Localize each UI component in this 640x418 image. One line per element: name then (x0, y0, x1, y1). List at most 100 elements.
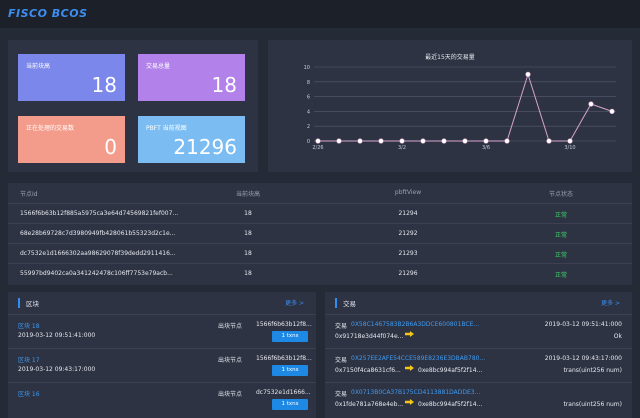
arrow-icon (405, 365, 414, 371)
y-tick-label: 10 (304, 65, 310, 71)
stat-card: PBFT 当前视图 21296 (138, 116, 245, 163)
tx-item: 交易 0X58C1467583B2B6A3DDCE600801BCE... 2019… (325, 314, 632, 348)
tx-from: 0x7150f4ca8631cf6... (335, 367, 401, 374)
cell: 1566f6b63b12f885a5975ca3e64d74569821fef0… (20, 210, 179, 217)
block-item: 区块 18 2019-03-12 09:51:41:000 出块节点 1566f6b6… (8, 314, 316, 348)
cell: 18 (244, 210, 252, 217)
cell: 21293 (398, 250, 418, 257)
tx-to: 0xe8bc994af5f2f14... (418, 367, 483, 374)
tx-label: 交易 (335, 357, 348, 364)
stat-label: 当前块高 (26, 63, 51, 70)
block-time: 2019-03-12 09:51:41:000 (18, 332, 96, 339)
txns-button[interactable]: 1 txns (272, 399, 308, 410)
column-header: 节点Id (20, 191, 38, 198)
tx-label: 交易 (335, 391, 348, 398)
point (378, 138, 384, 144)
producer-label: 出块节点 (218, 323, 243, 330)
chart: 最近15天的交易量 0 2 4 6 8 10 2/26 3/2 3/6 3/10 (304, 53, 616, 151)
block-name[interactable]: 区块 18 (18, 323, 40, 330)
status: 正常 (554, 212, 567, 219)
panel-title: 区块 (18, 298, 39, 308)
producer: 1566f6b63b12f8... (256, 355, 312, 362)
more-link[interactable]: 更多 > (601, 300, 620, 307)
logo: FISCO BCOS (8, 7, 88, 20)
stat-label: 交易总量 (146, 63, 171, 70)
tx-time: 2019-03-12 09:43:17:000 (544, 355, 622, 362)
y-tick-label: 4 (307, 109, 310, 115)
chart-panel: 最近15天的交易量 0 2 4 6 8 10 2/26 3/2 3/6 3/10 (268, 40, 632, 172)
tx-hash[interactable]: 0X257EE2AFE54CCE589E8236E3DBAB780... (351, 355, 486, 362)
stat-card: 交易总量 18 (138, 54, 245, 101)
point (336, 138, 342, 144)
cell: dc7532e1d1666302aa98629078f39dedd2911416… (20, 250, 176, 257)
x-tick-label: 3/2 (398, 145, 406, 151)
cell: 18 (244, 230, 252, 237)
point (462, 138, 468, 144)
point (504, 138, 510, 144)
y-tick-label: 2 (307, 124, 310, 130)
table-row: dc7532e1d1666302aa98629078f39dedd2911416… (8, 243, 632, 263)
producer-label: 出块节点 (218, 357, 243, 364)
stat-card: 当前块高 18 (18, 54, 125, 101)
arrow-icon (405, 399, 414, 405)
tx-item: 交易 0X257EE2AFE54CCE589E8236E3DBAB780... 20… (325, 348, 632, 382)
point (420, 138, 426, 144)
tx-from: 0x91718e3d44f074e... (335, 333, 404, 340)
stat-value: 21296 (173, 135, 237, 159)
txns-button[interactable]: 1 txns (272, 331, 308, 342)
cell: 18 (244, 250, 252, 257)
cell: 55997bd9402ca0a341242478c106ff7753e79acb… (20, 270, 173, 277)
cell: 18 (244, 270, 252, 277)
chart-title: 最近15天的交易量 (425, 53, 475, 61)
block-item: 区块 17 2019-03-12 09:43:17:000 出块节点 1566f6b6… (8, 348, 316, 382)
point (609, 108, 615, 114)
cell: 21292 (398, 230, 418, 237)
tx-from: 0x1fde781a768e4eb... (335, 401, 404, 408)
column-header: pbftView (394, 189, 422, 196)
point (315, 138, 321, 144)
stat-value: 18 (211, 73, 237, 97)
y-tick-label: 0 (307, 139, 310, 145)
status: 正常 (554, 232, 567, 239)
tx-method: Ok (613, 333, 622, 340)
x-tick-label: 2/26 (312, 145, 323, 151)
transactions-panel: 交易 更多 > 交易 0X58C1467583B2B6A3DDCE600801BCE.… (325, 292, 632, 418)
cell: 68e28b69728c7d3980949fb428061b55323d2c1e… (20, 230, 176, 237)
point (441, 138, 447, 144)
producer: dc7532e1d1666... (256, 389, 311, 396)
block-name[interactable]: 区块 17 (18, 357, 40, 364)
tx-hash[interactable]: 0X0713B0CA37B175CD4113881DADDE3... (351, 389, 481, 396)
y-tick-label: 6 (307, 95, 310, 101)
point (357, 138, 363, 144)
stat-label: 正在处理的交易数 (26, 125, 75, 132)
line (318, 72, 613, 142)
panel-title: 交易 (335, 298, 356, 308)
point (483, 138, 489, 144)
x-tick-label: 3/6 (482, 145, 490, 151)
cell: 21294 (398, 210, 418, 217)
tx-method: trans(uint256 num) (563, 401, 622, 408)
top-bar: FISCO BCOS (0, 0, 640, 28)
table-row: 55997bd9402ca0a341242478c106ff7753e79acb… (8, 263, 632, 283)
x-tick-label: 3/10 (564, 145, 575, 151)
tx-label: 交易 (335, 323, 348, 330)
point (546, 138, 552, 144)
block-item: 区块 16 出块节点 dc7532e1d1666... 1 txns (8, 382, 316, 416)
tx-hash[interactable]: 0X58C1467583B2B6A3DDCE600801BCE... (351, 321, 480, 328)
status: 正常 (554, 272, 567, 279)
producer-label: 出块节点 (218, 391, 243, 398)
table-row: 1566f6b63b12f885a5975ca3e64d74569821fef0… (8, 203, 632, 223)
stat-value: 18 (91, 73, 117, 97)
point (588, 101, 594, 107)
more-link[interactable]: 更多 > (285, 300, 304, 307)
node-table: 节点Id 当前块高 pbftView 节点状态 1566f6b63b12f885a597… (8, 183, 632, 285)
column-header: 当前块高 (235, 191, 260, 198)
y-tick-label: 8 (307, 80, 310, 86)
stat-value: 0 (104, 135, 117, 159)
table-row: 68e28b69728c7d3980949fb428061b55323d2c1e… (8, 223, 632, 243)
txns-button[interactable]: 1 txns (272, 365, 308, 376)
producer: 1566f6b63b12f8... (256, 321, 312, 328)
block-name[interactable]: 区块 16 (18, 391, 40, 398)
column-header: 节点状态 (548, 191, 573, 198)
